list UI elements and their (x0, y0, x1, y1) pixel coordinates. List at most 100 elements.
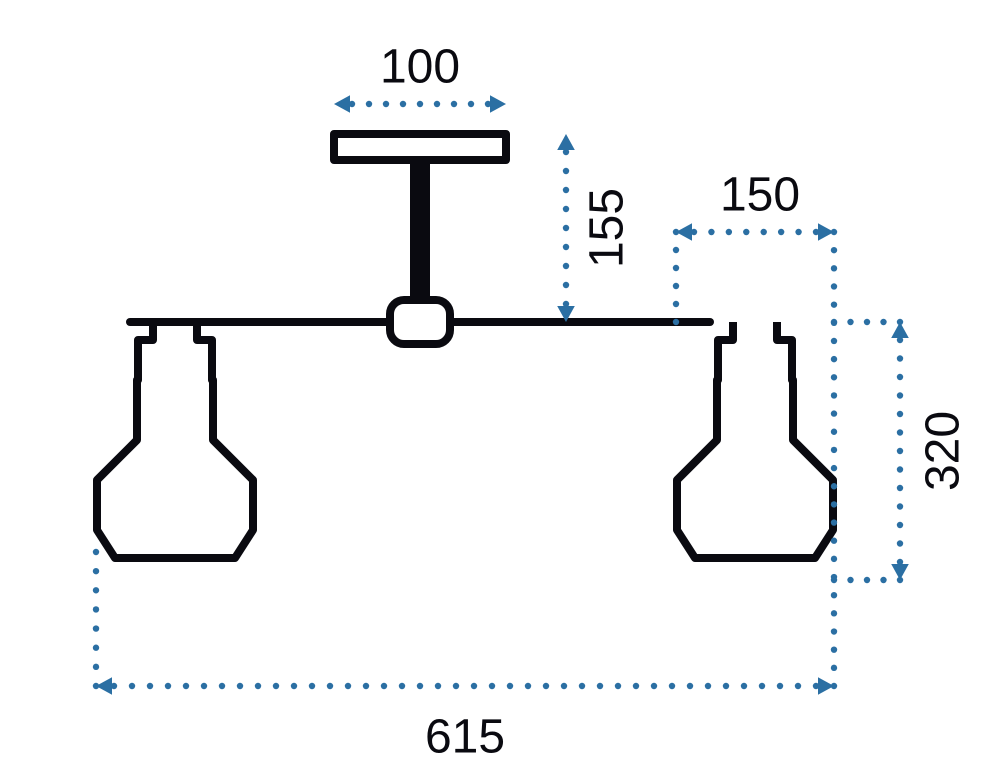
dimension-dot (831, 628, 837, 634)
dimension-dot (673, 283, 679, 289)
dimension-dot (468, 101, 474, 107)
dimension-dot (417, 101, 423, 107)
dimension-dot (237, 683, 243, 689)
dimension-dot (563, 282, 569, 288)
dimension-label: 150 (720, 169, 800, 222)
dimension-dot (451, 101, 457, 107)
dimension-dot (563, 225, 569, 231)
dimension-dot (777, 683, 783, 689)
dimension-dot (831, 338, 837, 344)
dimension-dot (93, 587, 99, 593)
dimension-dot (897, 522, 903, 528)
dimension-dot (723, 683, 729, 689)
dimension-dot (831, 265, 837, 271)
dimension-dot (93, 683, 99, 689)
dimension-dot (847, 319, 853, 325)
dimension-dot (831, 519, 837, 525)
dimension-dot (897, 374, 903, 380)
dimension-dot (831, 229, 837, 235)
dimension-label: 320 (917, 411, 970, 491)
dimension-dot (880, 319, 886, 325)
dimension-dot (673, 265, 679, 271)
dimension-dot (597, 683, 603, 689)
dimension-dot (897, 319, 903, 325)
dimension-dot (453, 683, 459, 689)
canopy-outline (334, 134, 506, 160)
dimension-dot (897, 429, 903, 435)
dimension-dot (743, 229, 749, 235)
dimension-dot (673, 319, 679, 325)
dimension-dot (897, 355, 903, 361)
dimension-dot (831, 501, 837, 507)
hub-outline (390, 300, 450, 344)
dimension-dot (831, 610, 837, 616)
dimension-dot (761, 229, 767, 235)
dimension-arrowhead (334, 95, 350, 113)
dimension-dot (831, 574, 837, 580)
dimension-dot (831, 556, 837, 562)
dimension-dot (831, 683, 837, 689)
dimension-dot (778, 229, 784, 235)
dimension-label: 615 (425, 711, 505, 764)
dimension-dot (563, 263, 569, 269)
dimension-dot (563, 168, 569, 174)
dimension-dot (147, 683, 153, 689)
dimension-dot (400, 101, 406, 107)
dimension-dot (795, 229, 801, 235)
dimension-dot (847, 577, 853, 583)
dimension-dot (563, 244, 569, 250)
dimension-dot (897, 485, 903, 491)
dimension-dot (543, 683, 549, 689)
dimension-dot (93, 606, 99, 612)
dimension-dot (864, 577, 870, 583)
shade-left-outline (97, 322, 253, 558)
dimension-label: 155 (581, 188, 634, 268)
dimension-dot (880, 577, 886, 583)
dimension-dot (93, 625, 99, 631)
dimension-dot (673, 247, 679, 253)
dimension-dot (183, 683, 189, 689)
stem-outline (411, 160, 429, 302)
dimension-dot (741, 683, 747, 689)
dimension-dot (219, 683, 225, 689)
dimension-dot (381, 683, 387, 689)
dimension-dot (897, 392, 903, 398)
dimension-dot (165, 683, 171, 689)
dimension-dot (687, 683, 693, 689)
dimension-dot (673, 301, 679, 307)
dimension-dot (309, 683, 315, 689)
dimension-dot (705, 683, 711, 689)
dimension-dot (831, 592, 837, 598)
dimension-dot (831, 247, 837, 253)
dimension-dot (615, 683, 621, 689)
dimension-dot (831, 429, 837, 435)
dimension-dot (897, 448, 903, 454)
dimension-dot (363, 683, 369, 689)
dimension-dot (795, 683, 801, 689)
dimension-dot (273, 683, 279, 689)
dimension-dot (201, 683, 207, 689)
dimension-dot (831, 665, 837, 671)
dimension-dot (291, 683, 297, 689)
dimension-dot (399, 683, 405, 689)
dimension-dot (759, 683, 765, 689)
dimension-dot (897, 540, 903, 546)
dimension-dot (507, 683, 513, 689)
dimension-dot (831, 646, 837, 652)
dimension-dot (525, 683, 531, 689)
dimension-dot (831, 301, 837, 307)
dimension-dot (366, 101, 372, 107)
dimension-label: 100 (380, 41, 460, 94)
dimension-dot (831, 447, 837, 453)
dimension-dot (93, 664, 99, 670)
dimension-dot (864, 319, 870, 325)
dimension-dot (417, 683, 423, 689)
dimension-dot (255, 683, 261, 689)
dimension-dot (383, 101, 389, 107)
dimension-dot (831, 465, 837, 471)
dimension-dot (563, 187, 569, 193)
dimension-arrowhead (557, 134, 575, 150)
dimension-dot (633, 683, 639, 689)
dimension-dot (93, 645, 99, 651)
dimension-dot (669, 683, 675, 689)
